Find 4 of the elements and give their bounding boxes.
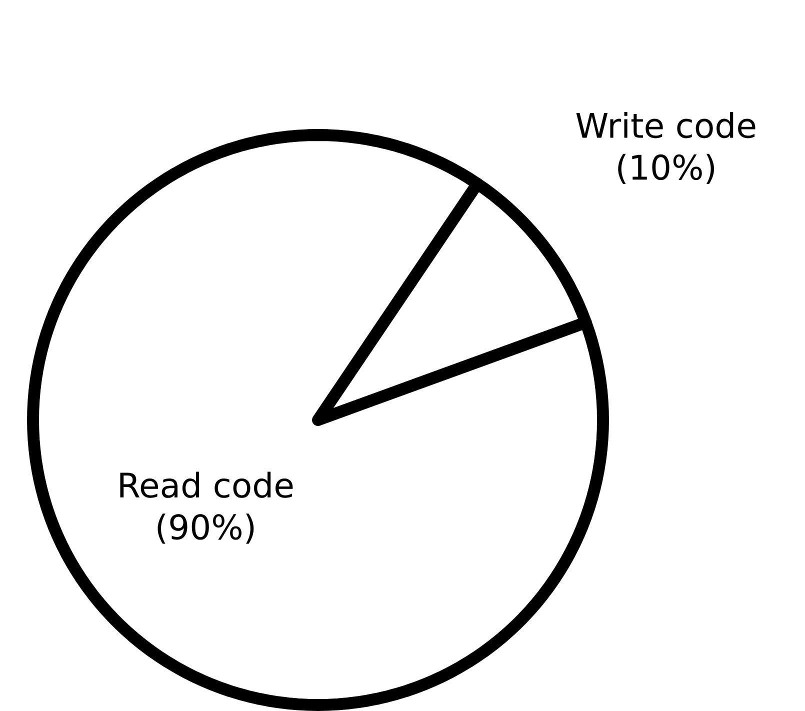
slice-label: Read code <box>120 472 293 498</box>
data-label: (10%) <box>618 154 714 184</box>
slice-label: Write code <box>576 112 756 138</box>
data-label: (90%) <box>158 514 254 544</box>
